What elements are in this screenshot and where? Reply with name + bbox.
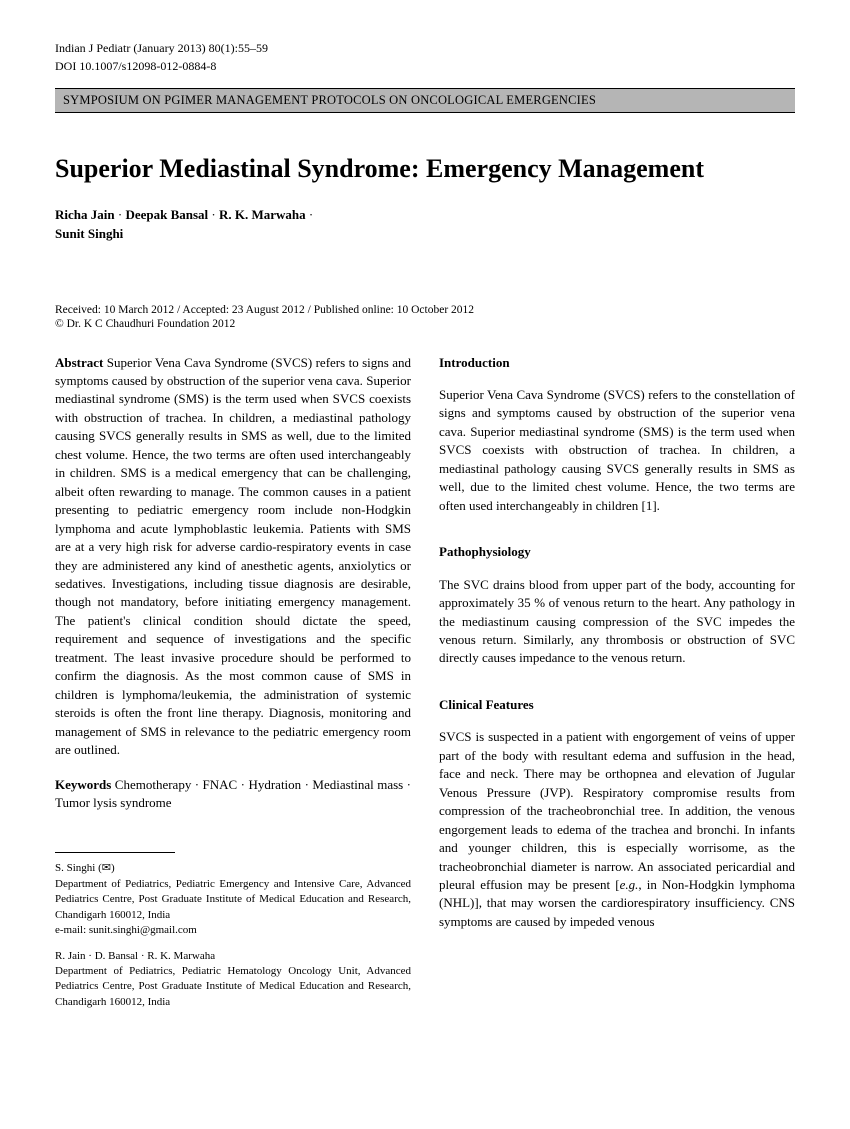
intro-text-a: Superior Vena Cava Syndrome (SVCS) refer… <box>439 387 795 513</box>
other-authors-names: R. Jain · D. Bansal · R. K. Marwaha <box>55 950 215 962</box>
abstract-text: Superior Vena Cava Syndrome (SVCS) refer… <box>55 355 411 758</box>
keywords-label: Keywords <box>55 777 111 792</box>
corr-author-email: e-mail: sunit.singhi@gmail.com <box>55 924 197 936</box>
keywords-block: Keywords Chemotherapy · FNAC · Hydration… <box>55 776 411 813</box>
right-column: Introduction Superior Vena Cava Syndrome… <box>439 354 795 1021</box>
author: Sunit Singhi <box>55 226 123 241</box>
copyright-line: © Dr. K C Chaudhuri Foundation 2012 <box>55 318 795 330</box>
other-authors-affiliation: Department of Pediatrics, Pediatric Hema… <box>55 965 411 1008</box>
symposium-banner: SYMPOSIUM ON PGIMER MANAGEMENT PROTOCOLS… <box>55 88 795 113</box>
abstract-block: Abstract Superior Vena Cava Syndrome (SV… <box>55 354 411 760</box>
section-heading-clinical-features: Clinical Features <box>439 696 795 714</box>
page: Indian J Pediatr (January 2013) 80(1):55… <box>0 0 850 1070</box>
author: Richa Jain <box>55 207 115 222</box>
eg-italic: e.g. <box>620 877 639 892</box>
introduction-paragraph: Superior Vena Cava Syndrome (SVCS) refer… <box>439 386 795 515</box>
clinical-text-a: SVCS is suspected in a patient with engo… <box>439 729 795 892</box>
author-sep: · <box>306 207 314 222</box>
columns: Abstract Superior Vena Cava Syndrome (SV… <box>55 354 795 1021</box>
author-sep: · <box>208 207 219 222</box>
left-column: Abstract Superior Vena Cava Syndrome (SV… <box>55 354 411 1021</box>
envelope-icon: (✉) <box>98 861 115 876</box>
pathophysiology-paragraph: The SVC drains blood from upper part of … <box>439 576 795 668</box>
author: Deepak Bansal <box>125 207 208 222</box>
footnote-rule <box>55 852 175 853</box>
intro-text-b: ]. <box>652 498 660 513</box>
other-authors-footnote: R. Jain · D. Bansal · R. K. Marwaha Depa… <box>55 949 411 1011</box>
author-sep: · <box>115 207 126 222</box>
journal-line: Indian J Pediatr (January 2013) 80(1):55… <box>55 40 795 56</box>
corresponding-author-footnote: S. Singhi (✉) Department of Pediatrics, … <box>55 861 411 938</box>
corr-author-affiliation: Department of Pediatrics, Pediatric Emer… <box>55 878 411 921</box>
corr-author-name: S. Singhi <box>55 863 95 875</box>
section-heading-pathophysiology: Pathophysiology <box>439 543 795 561</box>
abstract-label: Abstract <box>55 355 103 370</box>
authors-block: Richa Jain · Deepak Bansal · R. K. Marwa… <box>55 205 795 244</box>
author: R. K. Marwaha <box>219 207 306 222</box>
article-dates: Received: 10 March 2012 / Accepted: 23 A… <box>55 304 795 316</box>
clinical-features-paragraph: SVCS is suspected in a patient with engo… <box>439 728 795 931</box>
article-title: Superior Mediastinal Syndrome: Emergency… <box>55 153 795 184</box>
doi-line: DOI 10.1007/s12098-012-0884-8 <box>55 58 795 74</box>
section-heading-introduction: Introduction <box>439 354 795 372</box>
